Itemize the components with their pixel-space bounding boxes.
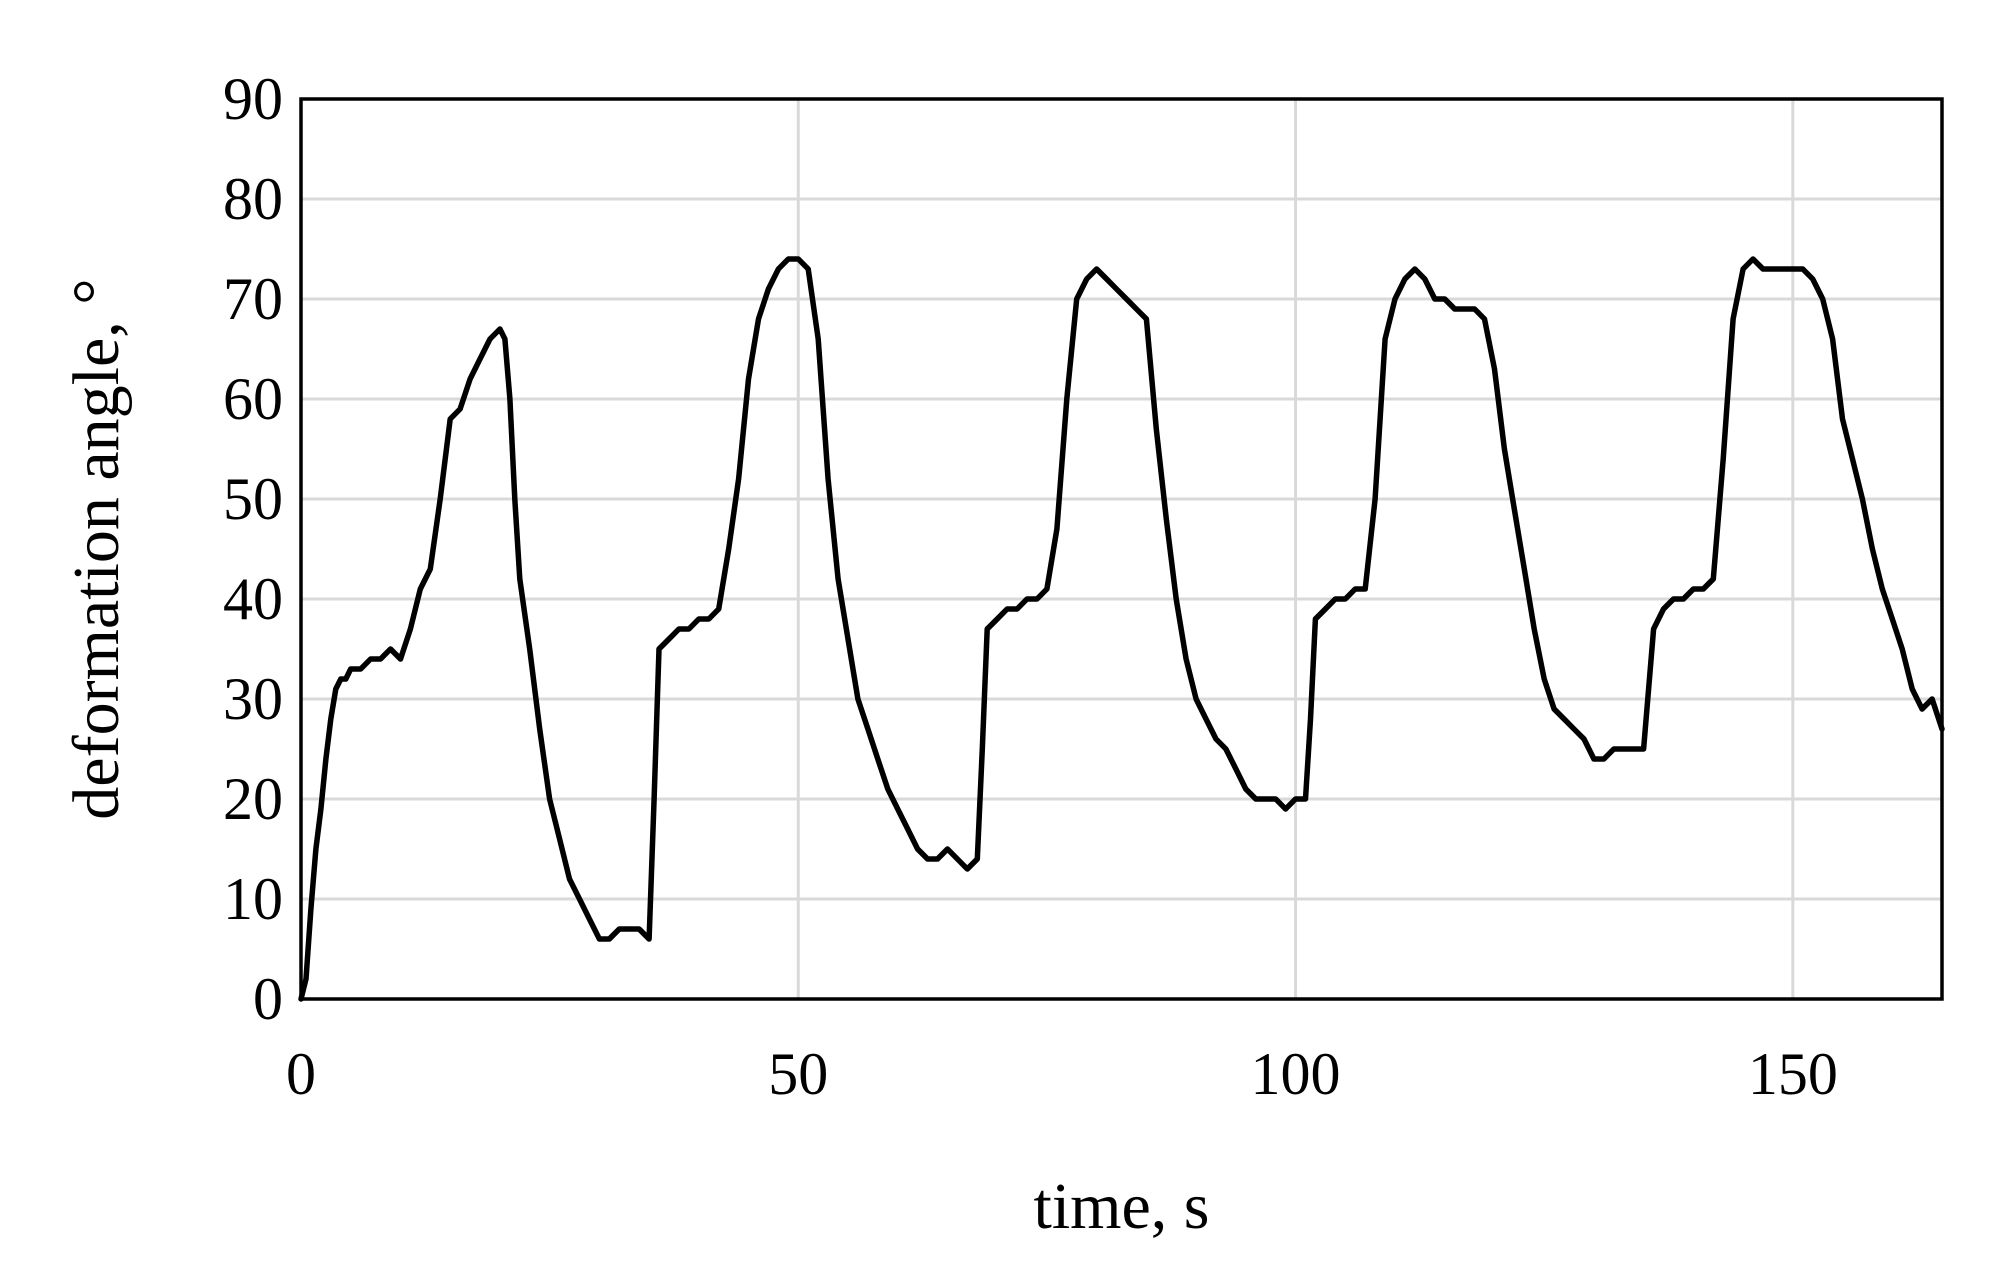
x-axis-label: time, s — [1034, 1170, 1210, 1243]
series-line — [298, 256, 1945, 1002]
y-tick-label: 70 — [223, 266, 283, 332]
y-tick-label: 30 — [223, 666, 283, 732]
y-tick-label: 50 — [223, 466, 283, 532]
y-tick-label: 80 — [223, 166, 283, 232]
y-tick-label: 60 — [223, 366, 283, 432]
gridlines — [299, 97, 1942, 1001]
y-tick-label: 40 — [223, 566, 283, 632]
x-tick-label: 50 — [768, 1041, 828, 1107]
x-tick-label: 0 — [286, 1041, 316, 1107]
y-tick-label: 20 — [223, 766, 283, 832]
plot-area-frame — [299, 97, 1944, 1001]
y-tick-label: 10 — [223, 866, 283, 932]
y-axis-ticks: 0 10 20 30 40 50 60 70 80 90 — [223, 66, 283, 1032]
y-tick-label: 0 — [253, 966, 283, 1032]
x-tick-label: 100 — [1251, 1041, 1341, 1107]
y-tick-label: 90 — [223, 66, 283, 132]
x-tick-label: 150 — [1748, 1041, 1838, 1107]
x-axis-ticks: 0 50 100 150 — [286, 1041, 1838, 1107]
y-axis-label: deformation angle, ° — [60, 278, 133, 819]
